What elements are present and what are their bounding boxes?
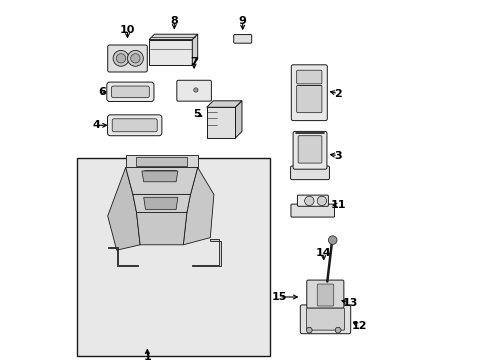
Text: 7: 7	[190, 57, 198, 67]
Polygon shape	[136, 157, 186, 166]
Polygon shape	[206, 107, 235, 138]
Text: 4: 4	[92, 120, 100, 130]
Text: 2: 2	[333, 89, 341, 99]
FancyBboxPatch shape	[111, 86, 149, 98]
Circle shape	[328, 236, 336, 244]
FancyBboxPatch shape	[106, 82, 154, 102]
Polygon shape	[206, 101, 242, 107]
Circle shape	[304, 196, 313, 206]
Bar	[77, 158, 269, 356]
FancyBboxPatch shape	[233, 35, 251, 43]
Polygon shape	[125, 167, 197, 194]
Circle shape	[130, 54, 140, 63]
Text: 8: 8	[170, 16, 178, 26]
Text: 9: 9	[238, 16, 246, 26]
Text: 12: 12	[350, 321, 366, 331]
FancyBboxPatch shape	[306, 280, 343, 308]
FancyBboxPatch shape	[290, 204, 334, 217]
FancyBboxPatch shape	[290, 166, 329, 180]
Circle shape	[306, 327, 311, 333]
Text: 1: 1	[143, 352, 151, 360]
Circle shape	[113, 50, 129, 66]
Polygon shape	[149, 34, 197, 40]
Polygon shape	[125, 155, 197, 167]
Polygon shape	[143, 197, 178, 210]
Text: 10: 10	[120, 24, 135, 35]
Polygon shape	[133, 194, 190, 212]
Polygon shape	[235, 101, 242, 138]
Text: 3: 3	[334, 150, 341, 161]
Polygon shape	[192, 239, 221, 266]
Circle shape	[127, 50, 143, 66]
Text: 11: 11	[330, 200, 346, 210]
FancyBboxPatch shape	[306, 308, 344, 330]
FancyBboxPatch shape	[297, 195, 328, 206]
Polygon shape	[149, 40, 192, 65]
FancyBboxPatch shape	[300, 305, 350, 334]
Polygon shape	[192, 34, 197, 65]
FancyBboxPatch shape	[177, 80, 211, 101]
FancyBboxPatch shape	[291, 65, 326, 121]
Polygon shape	[107, 247, 138, 266]
Text: 15: 15	[271, 292, 286, 302]
Circle shape	[317, 196, 326, 206]
FancyBboxPatch shape	[298, 136, 321, 163]
FancyBboxPatch shape	[296, 85, 321, 113]
Polygon shape	[136, 212, 186, 245]
FancyBboxPatch shape	[112, 119, 157, 132]
Text: 5: 5	[193, 109, 201, 120]
FancyBboxPatch shape	[107, 45, 147, 72]
Circle shape	[116, 54, 125, 63]
Circle shape	[335, 327, 340, 333]
FancyBboxPatch shape	[107, 115, 162, 136]
FancyBboxPatch shape	[292, 131, 326, 169]
Polygon shape	[142, 171, 178, 182]
Text: 6: 6	[99, 87, 106, 97]
Text: 14: 14	[315, 248, 331, 258]
Text: 13: 13	[342, 298, 357, 308]
Circle shape	[193, 88, 198, 92]
FancyBboxPatch shape	[296, 70, 321, 84]
FancyBboxPatch shape	[317, 284, 333, 306]
Polygon shape	[107, 167, 140, 250]
Polygon shape	[183, 167, 213, 245]
